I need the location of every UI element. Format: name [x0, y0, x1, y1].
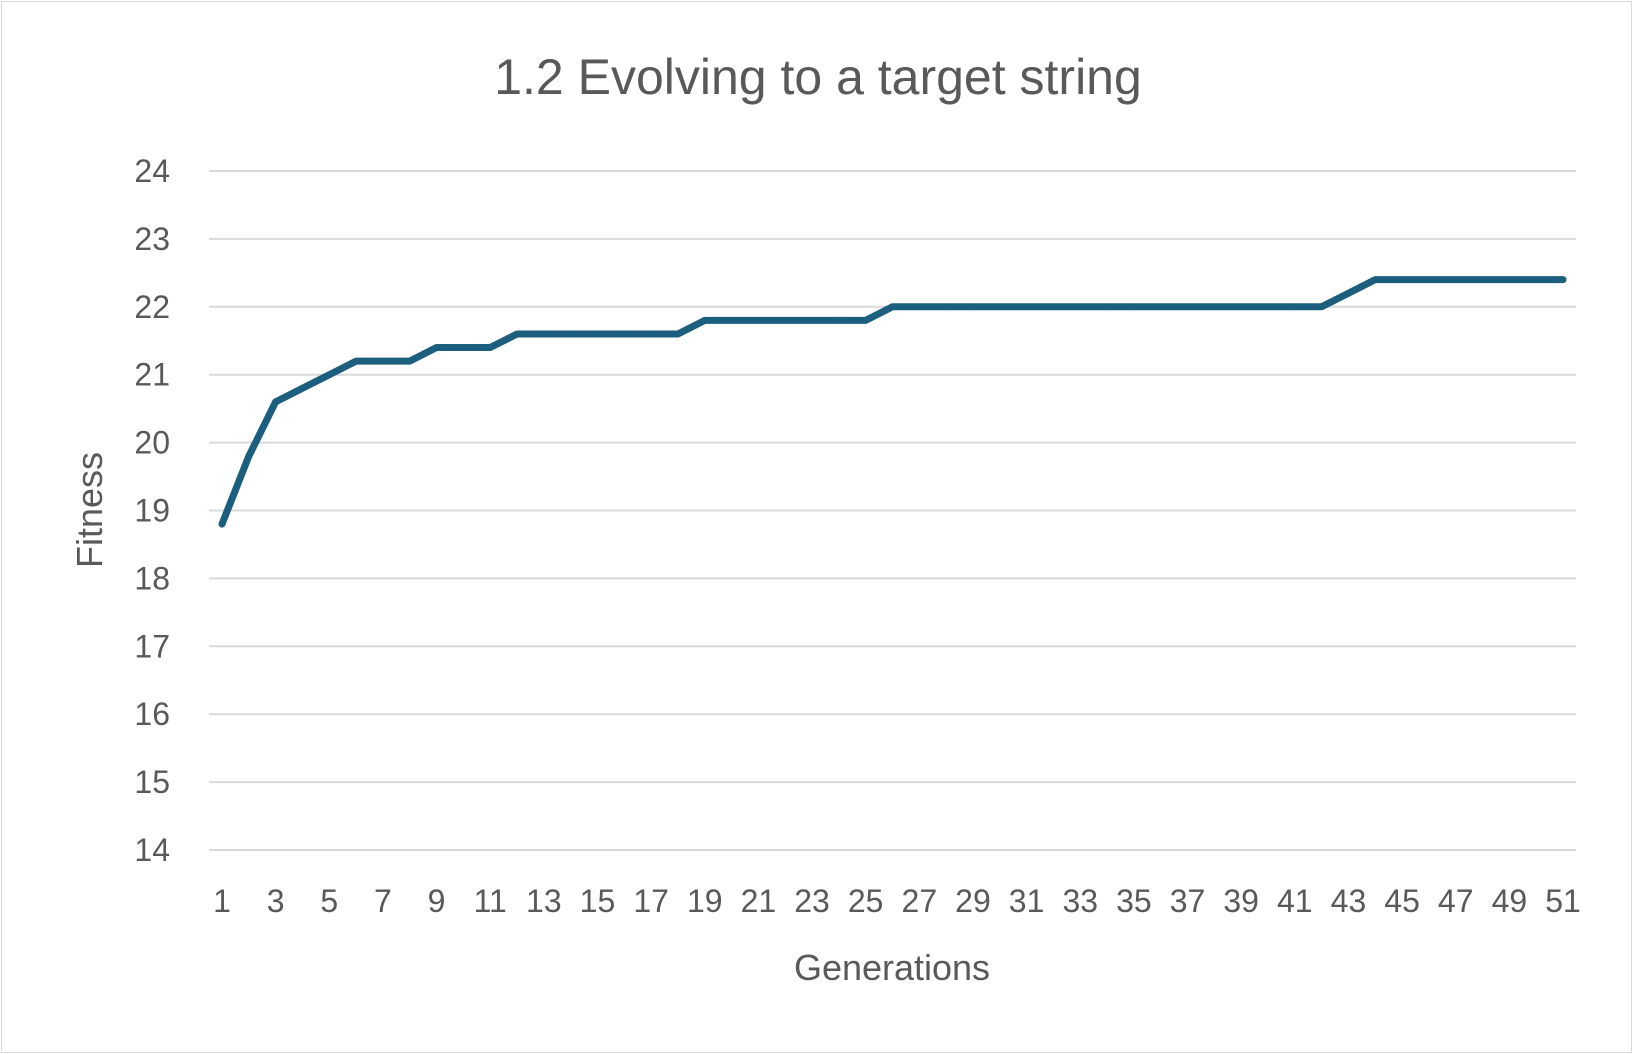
x-tick-label: 27: [902, 883, 938, 919]
data-point: [514, 330, 521, 337]
data-point: [1211, 303, 1218, 310]
x-tick-label: 7: [374, 883, 392, 919]
data-point: [996, 303, 1003, 310]
y-axis-label: Fitness: [69, 452, 110, 568]
x-tick-label: 5: [320, 883, 338, 919]
data-point: [916, 303, 923, 310]
data-point: [272, 398, 279, 405]
x-tick-label: 1: [213, 883, 231, 919]
x-tick-label: 39: [1223, 883, 1259, 919]
data-point: [782, 317, 789, 324]
data-point: [1560, 276, 1566, 283]
data-point: [1452, 276, 1459, 283]
data-point: [728, 317, 735, 324]
gridlines: [209, 170, 1576, 851]
x-tick-label: 43: [1331, 883, 1367, 919]
x-axis-label: Generations: [794, 947, 990, 988]
data-point: [1318, 303, 1325, 310]
data-point: [379, 358, 386, 365]
x-tick-label: 41: [1277, 883, 1313, 919]
data-point: [889, 303, 896, 310]
data-point: [674, 330, 681, 337]
data-point: [943, 303, 950, 310]
y-tick-label: 16: [134, 696, 170, 732]
data-point: [701, 317, 708, 324]
y-tick-label: 22: [134, 289, 170, 325]
series-line: [218, 276, 1567, 528]
x-tick-label: 23: [794, 883, 830, 919]
data-point: [245, 453, 252, 460]
data-point: [1506, 276, 1513, 283]
x-tick-label: 15: [580, 883, 616, 919]
x-tick-label: 9: [428, 883, 446, 919]
data-point: [1050, 303, 1057, 310]
data-point: [487, 344, 494, 351]
y-tick-label: 17: [134, 628, 170, 664]
data-point: [1399, 276, 1406, 283]
x-tick-label: 19: [687, 883, 723, 919]
x-tick-label: 47: [1438, 883, 1474, 919]
data-point: [809, 317, 816, 324]
data-point: [353, 358, 360, 365]
x-tick-label: 25: [848, 883, 884, 919]
data-point: [299, 385, 306, 392]
x-tick-label: 37: [1170, 883, 1206, 919]
y-tick-label: 23: [134, 221, 170, 257]
data-point: [594, 330, 601, 337]
data-point: [326, 371, 333, 378]
data-point: [1345, 290, 1352, 297]
data-point: [1372, 276, 1379, 283]
y-tick-label: 24: [134, 153, 170, 189]
x-tick-label: 49: [1492, 883, 1528, 919]
y-tick-label: 20: [134, 425, 170, 461]
x-tick-label: 21: [741, 883, 777, 919]
data-point: [621, 330, 628, 337]
x-tick-label: 11: [474, 883, 507, 919]
data-point: [460, 344, 467, 351]
data-point: [1533, 276, 1540, 283]
series-layer: [218, 276, 1567, 528]
data-point: [1291, 303, 1298, 310]
y-tick-label: 21: [134, 357, 170, 393]
x-axis-ticks: 1 3 5 7 9 11 13 15 17 19 21 23 25 27 29 31 33 35 37 39 41 43 4…: [213, 883, 1581, 919]
data-point: [969, 303, 976, 310]
data-point: [433, 344, 440, 351]
data-point: [862, 317, 869, 324]
x-tick-label: 31: [1009, 883, 1045, 919]
data-point: [567, 330, 574, 337]
data-point: [1479, 276, 1486, 283]
y-tick-label: 14: [134, 832, 170, 868]
x-tick-label: 13: [526, 883, 562, 919]
x-tick-label: 17: [633, 883, 669, 919]
data-point: [1130, 303, 1137, 310]
data-point: [1238, 303, 1245, 310]
x-tick-label: 45: [1384, 883, 1420, 919]
data-point: [648, 330, 655, 337]
y-tick-label: 19: [134, 493, 170, 529]
data-point: [835, 317, 842, 324]
data-point: [1157, 303, 1164, 310]
chart-title: 1.2 Evolving to a target string: [494, 49, 1142, 105]
y-tick-label: 18: [134, 560, 170, 596]
data-point: [1023, 303, 1030, 310]
x-tick-label: 3: [267, 883, 285, 919]
y-tick-label: 15: [134, 764, 170, 800]
x-tick-label: 35: [1116, 883, 1152, 919]
x-tick-label: 51: [1545, 883, 1581, 919]
data-point: [1104, 303, 1111, 310]
data-point: [219, 521, 225, 528]
x-tick-label: 33: [1062, 883, 1098, 919]
data-point: [406, 358, 413, 365]
data-point: [1425, 276, 1432, 283]
data-point: [1264, 303, 1271, 310]
data-point: [1077, 303, 1084, 310]
x-tick-label: 29: [955, 883, 991, 919]
data-point: [540, 330, 547, 337]
data-point: [755, 317, 762, 324]
data-point: [1184, 303, 1191, 310]
y-axis-ticks: 14 15 16 17 18 19 20 21 22 23 24: [134, 153, 170, 868]
